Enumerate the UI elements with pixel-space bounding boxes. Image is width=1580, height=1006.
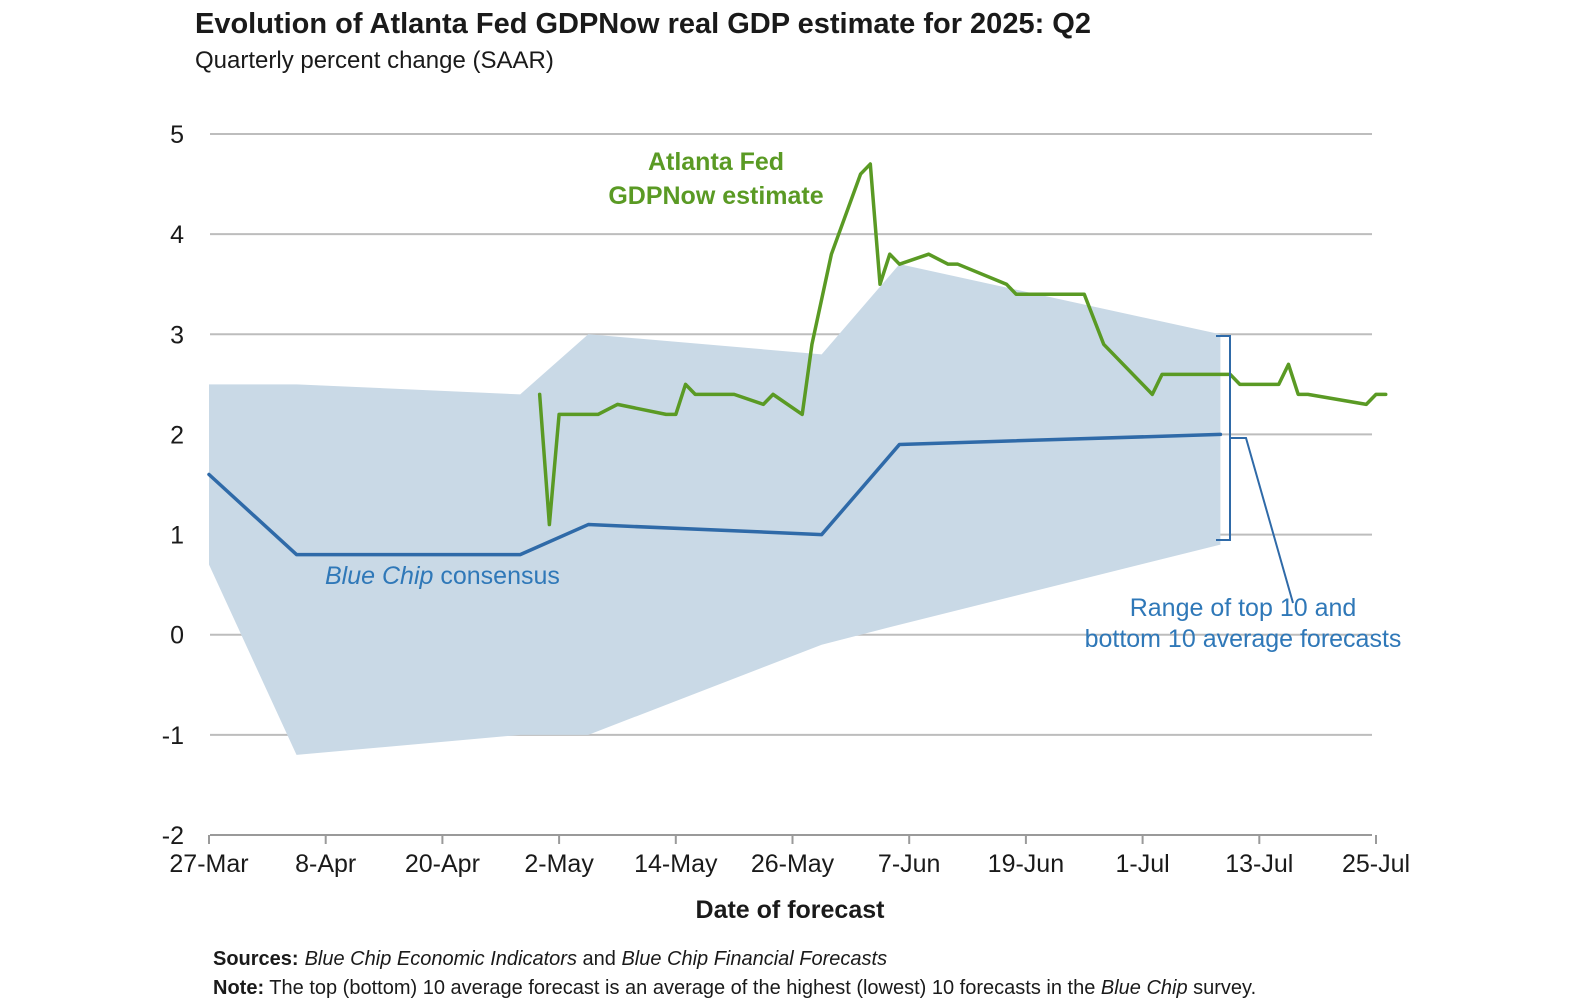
gdpnow-label-line2: GDPNow estimate [608,182,823,210]
x-tick-label: 14-May [634,850,718,878]
y-tick-label: -1 [162,722,184,750]
x-tick-label: 19-Jun [988,850,1064,878]
x-tick-label: 27-Mar [169,850,248,878]
x-tick-label: 2-May [524,850,594,878]
y-tick-label: -2 [162,822,184,850]
footer-note-text: The top (bottom) 10 average forecast is … [264,977,1101,999]
range-label-line2: bottom 10 average forecasts [1085,625,1402,653]
footer-note-end: survey. [1188,977,1257,999]
x-tick-label: 1-Jul [1116,850,1170,878]
y-tick-label: 1 [170,522,184,550]
x-tick-label: 8-Apr [295,850,356,878]
x-tick-labels: 27-Mar 8-Apr 20-Apr 2-May 14-May 26-May 7-Jun 1… [169,850,1410,878]
footer-note: Note: The top (bottom) 10 average foreca… [213,977,1256,999]
y-tick-label: 5 [170,121,184,149]
footer-sources-italic2: Blue Chip Financial Forecasts [621,948,887,970]
footer-sources: Sources: Blue Chip Economic Indicators an… [213,948,887,970]
range-band-area [209,264,1221,755]
bluechip-label-italic: Blue Chip [325,562,433,590]
x-tick-label: 7-Jun [878,850,941,878]
x-axis [208,834,1377,844]
x-tick-label: 13-Jul [1225,850,1293,878]
y-tick-label: 3 [170,321,184,349]
footer-note-label: Note: [213,977,264,999]
footer-sources-italic1: Blue Chip Economic Indicators [305,948,577,970]
range-label-line1: Range of top 10 and [1130,594,1357,622]
y-tick-label: 0 [170,622,184,650]
series-lines [207,162,1388,557]
footer-sources-and: and [577,948,621,970]
x-tick-label: 20-Apr [405,850,480,878]
x-tick-label: 25-Jul [1342,850,1410,878]
bluechip-label: Blue Chip consensus [325,562,560,590]
atlanta-fed-gdpnow-estimate-line [537,162,1388,527]
chart-title: Evolution of Atlanta Fed GDPNow real GDP… [195,8,1091,40]
x-axis-label: Date of forecast [696,896,886,924]
y-tick-label: 2 [170,421,184,449]
blue-chip-consensus-line [207,432,1223,557]
footer-sources-label: Sources: [213,948,299,970]
forecast-range-band [209,264,1221,755]
footer-note-italic: Blue Chip [1101,977,1188,999]
x-tick-label: 26-May [751,850,835,878]
chart-subtitle: Quarterly percent change (SAAR) [195,47,554,74]
bluechip-label-rest: consensus [433,562,559,590]
range-leader-line [1230,437,1294,604]
y-tick-label: 4 [170,221,184,249]
gdpnow-label-line1: Atlanta Fed [648,148,784,176]
y-tick-labels: -2 -1 0 1 2 3 4 5 [162,121,184,850]
